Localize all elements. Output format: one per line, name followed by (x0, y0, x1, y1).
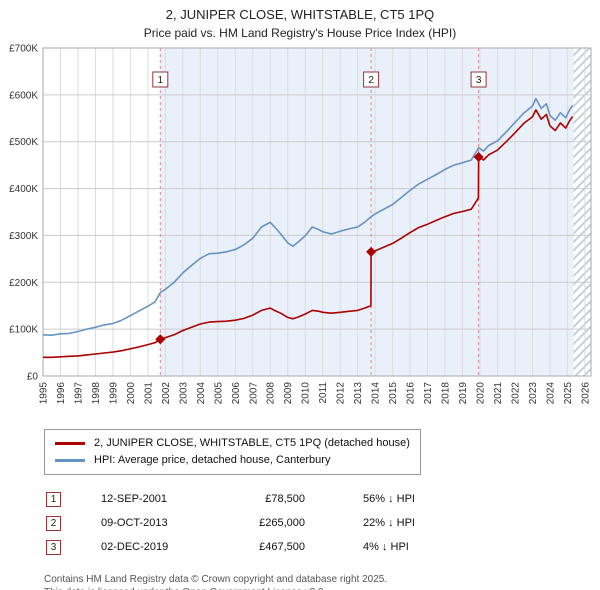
svg-text:2012: 2012 (336, 382, 347, 405)
svg-text:£500K: £500K (9, 137, 38, 148)
svg-text:1: 1 (158, 75, 164, 86)
sale-3-price: £467,500 (259, 541, 305, 553)
chart-subtitle: Price paid vs. HM Land Registry's House … (143, 26, 457, 40)
license-footer: Contains HM Land Registry data © Crown c… (44, 573, 600, 590)
svg-text:1997: 1997 (73, 382, 84, 405)
svg-text:2015: 2015 (388, 382, 399, 405)
svg-text:1995: 1995 (39, 382, 50, 405)
legend-item-hpi: HPI: Average price, detached house, Cant… (55, 452, 410, 469)
price-chart: 1995 1996 1997 1998 1999 2000 2001 2002 2003 2004… (9, 44, 592, 405)
svg-text:1999: 1999 (108, 382, 119, 405)
sale-1-marker: 1 (46, 491, 61, 507)
sales-table: 1 12-SEP-2001 £78,500 56% ↓ HPI 2 09-OCT… (46, 487, 600, 559)
svg-text:2010: 2010 (301, 382, 312, 405)
svg-text:2021: 2021 (493, 382, 504, 405)
svg-text:2018: 2018 (441, 382, 452, 405)
sale-1-price: £78,500 (265, 493, 305, 505)
sale-row-1: 1 12-SEP-2001 £78,500 56% ↓ HPI (46, 487, 600, 511)
sale-2-marker: 2 (46, 515, 61, 531)
property-line-swatch (55, 442, 85, 445)
footer-line-1: Contains HM Land Registry data © Crown c… (44, 574, 388, 585)
footer-line-2: This data is licensed under the Open Gov… (44, 586, 600, 590)
svg-text:2019: 2019 (458, 382, 469, 405)
svg-text:2020: 2020 (476, 382, 487, 405)
svg-text:2007: 2007 (248, 382, 259, 405)
chart-area: 1995 1996 1997 1998 1999 2000 2001 2002 2003 2004… (0, 42, 600, 423)
sale-1-date: 12-SEP-2001 (101, 493, 168, 505)
svg-text:2016: 2016 (406, 382, 417, 405)
svg-text:2023: 2023 (528, 382, 539, 405)
svg-text:2024: 2024 (545, 382, 556, 405)
svg-text:2025: 2025 (563, 382, 574, 405)
svg-text:2003: 2003 (178, 382, 189, 405)
svg-text:2014: 2014 (371, 382, 382, 405)
svg-text:1996: 1996 (56, 382, 67, 405)
sale-2-hpi-diff: 22% ↓ HPI (363, 517, 415, 529)
svg-text:£100K: £100K (9, 325, 38, 336)
sale-2-date: 09-OCT-2013 (101, 517, 168, 529)
sale-3-marker: 3 (46, 539, 61, 555)
hpi-line-swatch (55, 459, 85, 462)
svg-text:2011: 2011 (318, 382, 329, 404)
svg-text:1998: 1998 (91, 382, 102, 405)
svg-text:£600K: £600K (9, 90, 38, 101)
svg-text:2022: 2022 (510, 382, 521, 405)
sale-row-2: 2 09-OCT-2013 £265,000 22% ↓ HPI (46, 511, 600, 535)
svg-text:2017: 2017 (423, 382, 434, 405)
svg-text:2004: 2004 (196, 382, 207, 405)
legend-label-hpi: HPI: Average price, detached house, Cant… (94, 454, 331, 466)
svg-text:£700K: £700K (9, 44, 38, 55)
svg-text:2013: 2013 (353, 382, 364, 405)
svg-text:2005: 2005 (213, 382, 224, 405)
sale-3-date: 02-DEC-2019 (101, 541, 169, 553)
svg-text:2001: 2001 (143, 382, 154, 405)
svg-text:£0: £0 (27, 372, 39, 383)
svg-text:2009: 2009 (283, 382, 294, 405)
svg-text:2: 2 (368, 75, 374, 86)
svg-text:2026: 2026 (580, 382, 591, 405)
svg-text:£200K: £200K (9, 278, 38, 289)
sale-3-hpi-diff: 4% ↓ HPI (363, 541, 409, 553)
legend-label-property: 2, JUNIPER CLOSE, WHITSTABLE, CT5 1PQ (d… (94, 437, 410, 449)
svg-text:2002: 2002 (161, 382, 172, 405)
chart-title: 2, JUNIPER CLOSE, WHITSTABLE, CT5 1PQ (165, 7, 435, 22)
svg-text:2000: 2000 (126, 382, 137, 405)
svg-text:£400K: £400K (9, 184, 38, 195)
svg-text:2008: 2008 (266, 382, 277, 405)
chart-legend: 2, JUNIPER CLOSE, WHITSTABLE, CT5 1PQ (d… (44, 429, 421, 475)
sale-2-price: £265,000 (259, 517, 305, 529)
svg-text:2006: 2006 (231, 382, 242, 405)
legend-item-property: 2, JUNIPER CLOSE, WHITSTABLE, CT5 1PQ (d… (55, 435, 410, 452)
svg-text:3: 3 (476, 75, 482, 86)
sale-1-hpi-diff: 56% ↓ HPI (363, 493, 415, 505)
sale-row-3: 3 02-DEC-2019 £467,500 4% ↓ HPI (46, 535, 600, 559)
svg-text:£300K: £300K (9, 231, 38, 242)
